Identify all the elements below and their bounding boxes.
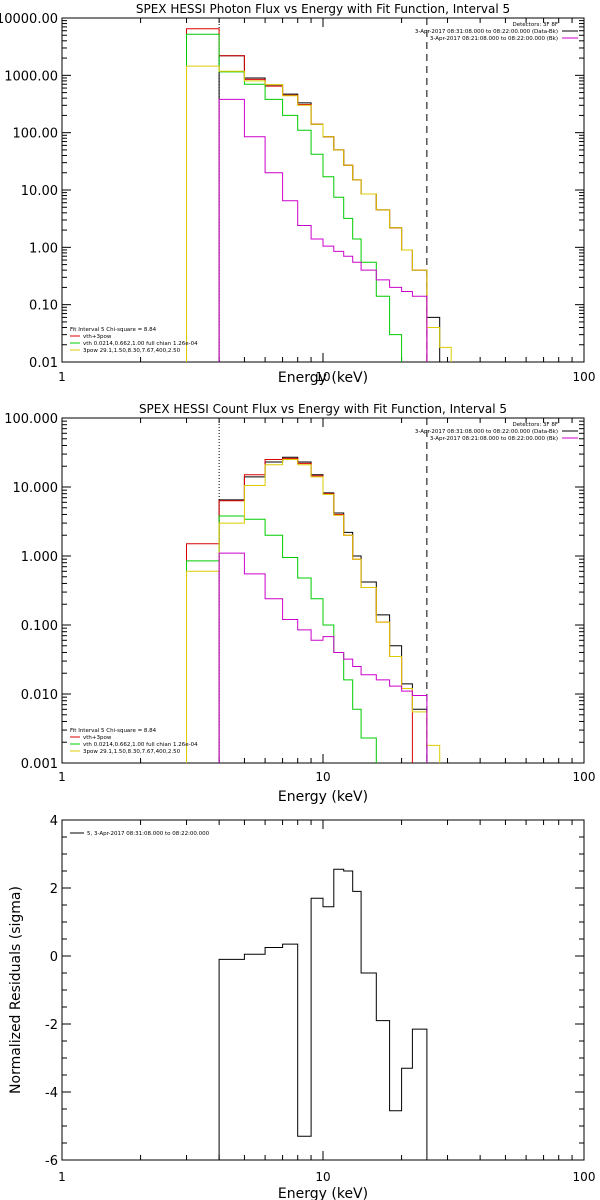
y-tick-label: 4	[50, 814, 58, 829]
y-tick-label: 1000.00	[4, 69, 58, 84]
y-tick-label: 0	[50, 950, 58, 965]
legend-entry-label: vth+3pow	[83, 334, 112, 340]
y-tick-label: -2	[45, 1018, 58, 1033]
legend-header: Detectors: 3F 8F	[512, 422, 558, 428]
legend-entry-label: 3-Apr-2017 08:31:08.000 to 08:22:00.000 …	[415, 29, 558, 35]
legend-entry-label: vth 0.0214,0.662,1.00 full chian 1.26e-0…	[83, 742, 198, 748]
series-group	[186, 28, 452, 362]
legend-header: Detectors: 3F 8F	[512, 22, 558, 28]
series-line-4	[186, 65, 452, 362]
series-line-1	[218, 456, 428, 763]
x-tick-label: 100	[573, 370, 596, 384]
chart-3: 1 10 100 4 2 0 -2 -4 -6 Energy (keV) Normalized Re…	[8, 814, 595, 1200]
x-tick-label: 1	[58, 1170, 66, 1184]
legend-header: Fit Interval 5 Chi-square = 8.84	[70, 728, 157, 734]
chart-title: SPEX HESSI Count Flux vs Energy with Fit…	[139, 402, 507, 416]
y-tick-label: 100.00	[13, 127, 59, 142]
series-group	[186, 456, 452, 763]
y-tick-label: 0.001	[21, 757, 58, 772]
x-axis-label: Energy (keV)	[278, 789, 368, 805]
legend-header: Fit Interval 5 Chi-square = 8.84	[70, 327, 157, 333]
y-tick-label: 0.10	[29, 299, 58, 314]
legend-entry-label: 3pow 29.1,1.50,8.30,7.67,400,2.50	[83, 348, 181, 354]
x-axis-label: Energy (keV)	[278, 370, 368, 386]
series-group	[218, 868, 428, 1160]
legend-entry-label: 3-Apr-2017 08:21:08.000 to 08:22:00.000 …	[430, 436, 558, 442]
series-line-5	[218, 98, 428, 362]
legend-entry-label: 3-Apr-2017 08:31:08.000 to 08:22:00.000 …	[415, 429, 558, 435]
y-tick-label: 100.000	[4, 412, 58, 427]
y-tick-label: 0.01	[29, 356, 58, 371]
x-tick-label: 10	[315, 770, 330, 784]
legend-entry-label: vth+3pow	[83, 735, 112, 741]
y-tick-label: -6	[45, 1154, 58, 1169]
series-line-1	[218, 868, 428, 1160]
series-line-4	[186, 459, 452, 763]
y-tick-label: 0.010	[21, 688, 58, 703]
y-tick-label: 10.00	[21, 184, 58, 199]
x-tick-label: 10	[315, 1170, 330, 1184]
x-tick-label: 100	[573, 770, 596, 784]
y-tick-label: 10000.00	[0, 12, 58, 27]
legend-entry-label: 5, 3-Apr-2017 08:31:08.000 to 08:22:00.0…	[87, 831, 210, 837]
y-tick-label: 2	[50, 882, 58, 897]
y-tick-label: 10.000	[13, 481, 59, 496]
x-tick-label: 1	[58, 770, 66, 784]
legend-entry-label: 3pow 29.1,1.50,8.30,7.67,400,2.50	[83, 749, 181, 755]
chart-title: SPEX HESSI Photon Flux vs Energy with Fi…	[136, 2, 510, 16]
x-axis-label: Energy (keV)	[278, 1186, 368, 1200]
x-tick-label: 10	[315, 370, 330, 384]
legend-entry-label: 3-Apr-2017 08:21:08.000 to 08:22:00.000 …	[430, 36, 558, 42]
y-tick-label: -4	[45, 1086, 58, 1101]
chart-2: SPEX HESSI Count Flux vs Energy with Fit…	[4, 402, 595, 805]
y-tick-label: 0.100	[21, 619, 58, 634]
chart-1: SPEX HESSI Photon Flux vs Energy with Fi…	[0, 2, 595, 386]
series-line-5	[218, 552, 428, 763]
y-axis-label: Normalized Residuals (sigma)	[8, 886, 24, 1094]
series-line-3	[186, 33, 413, 362]
y-tick-label: 1.000	[21, 550, 58, 565]
x-tick-label: 1	[58, 370, 66, 384]
x-tick-label: 100	[573, 1170, 596, 1184]
legend-entry-label: vth 0.0214,0.662,1.00 full chian 1.26e-0…	[83, 341, 198, 347]
y-tick-label: 1.00	[29, 241, 58, 256]
